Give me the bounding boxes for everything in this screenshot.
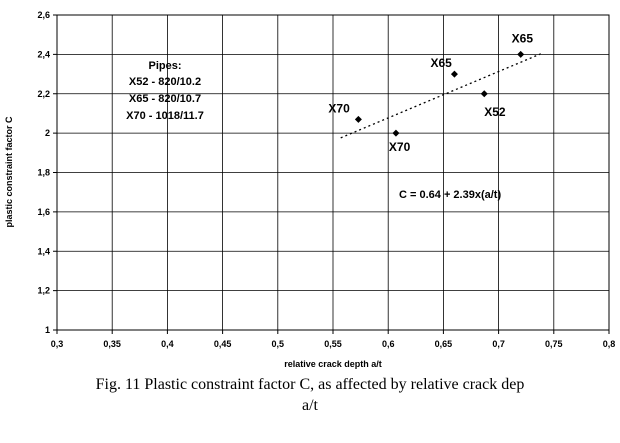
x-tick-label: 0,7 xyxy=(492,339,505,349)
data-point-marker xyxy=(354,115,362,123)
data-point-label: X65 xyxy=(430,56,452,70)
pipes-line-x70: X70 - 1018/11.7 xyxy=(126,110,204,122)
x-tick-label: 0,5 xyxy=(272,339,285,349)
y-axis-title: plastic constraint factor C xyxy=(4,116,14,228)
y-tick-labels: 1 1,2 1,4 1,6 1,8 2 2,2 2,4 2,6 xyxy=(37,10,50,335)
data-points: X70 X70 X65 X52 X65 xyxy=(328,31,533,154)
figure-caption-line2: a/t xyxy=(302,397,318,414)
data-point-label: X65 xyxy=(512,31,534,45)
x-tick-label: 0,55 xyxy=(324,339,342,349)
pipes-line-x65: X65 - 820/10.7 xyxy=(129,93,201,105)
data-point-marker xyxy=(480,90,488,98)
y-tick-label: 1,8 xyxy=(37,168,50,178)
x-tick-label: 0,45 xyxy=(214,339,232,349)
equation-label: C = 0.64 + 2.39x(a/t) xyxy=(399,189,501,201)
data-point-label: X70 xyxy=(328,101,350,115)
x-tick-labels: 0,3 0,35 0,4 0,45 0,5 0,55 0,6 0,65 0,7 0,75 0,8 xyxy=(51,339,616,349)
data-point-label: X70 xyxy=(389,140,411,154)
y-tick-label: 2 xyxy=(45,128,50,138)
pipes-legend: Pipes: X52 - 820/10.2 X65 - 820/10.7 X70… xyxy=(126,60,204,122)
x-tick-label: 0,65 xyxy=(435,339,453,349)
data-point-label: X52 xyxy=(484,105,506,119)
y-tick-label: 1,6 xyxy=(37,207,50,217)
data-point-marker xyxy=(517,50,525,58)
y-tick-label: 2,4 xyxy=(37,49,50,59)
data-point-marker xyxy=(392,129,400,137)
grid xyxy=(53,14,610,334)
data-point-marker xyxy=(450,70,458,78)
trendline xyxy=(340,52,544,139)
x-tick-label: 0,6 xyxy=(382,339,395,349)
pipes-line-x52: X52 - 820/10.2 xyxy=(129,76,201,88)
x-axis-title: relative crack depth a/t xyxy=(284,359,382,369)
y-tick-label: 1,2 xyxy=(37,286,50,296)
x-tick-label: 0,35 xyxy=(103,339,121,349)
x-tick-label: 0,3 xyxy=(51,339,64,349)
figure-caption-line1: Fig. 11 Plastic constraint factor C, as … xyxy=(95,376,525,393)
chart: 0,3 0,35 0,4 0,45 0,5 0,55 0,6 0,65 0,7 0,75 0,8 1… xyxy=(4,10,616,369)
pipes-title: Pipes: xyxy=(148,60,181,72)
y-tick-label: 2,6 xyxy=(37,10,50,20)
y-tick-label: 2,2 xyxy=(37,89,50,99)
x-tick-label: 0,8 xyxy=(603,339,616,349)
y-tick-label: 1 xyxy=(45,325,50,335)
y-tick-label: 1,4 xyxy=(37,246,50,256)
x-tick-label: 0,4 xyxy=(161,339,174,349)
x-tick-label: 0,75 xyxy=(545,339,563,349)
